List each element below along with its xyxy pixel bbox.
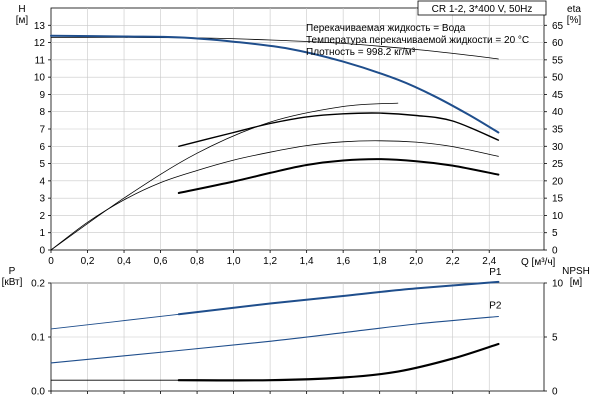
y-right-tick-label: 5 [552, 333, 558, 344]
y-right-tick-label: 65 [552, 21, 564, 32]
y-right-tick-label: 20 [552, 176, 564, 187]
y-right-tick-label: 0 [552, 246, 558, 257]
y-left-tick-label: 4 [39, 176, 45, 187]
x-tick-label: 2,4 [482, 256, 496, 267]
series-line-power-thin [50, 102, 399, 251]
curve-label: P1 [489, 267, 502, 278]
y-left-tick-label: 5 [39, 159, 45, 170]
series-line-eta-hi [178, 112, 500, 147]
y-left-tick-label: 11 [35, 55, 46, 66]
x-tick-label: 0,8 [190, 256, 204, 267]
y-right-tick-label: 10 [552, 211, 564, 222]
x-axis-label: Q [м³/ч] [521, 257, 556, 268]
y-left-tick-label: 1 [39, 228, 45, 239]
x-tick-label: 2,2 [446, 256, 460, 267]
temperature-line: Температура перекачиваемой жидкости = 20… [306, 35, 529, 46]
y-right-axis-label: [м] [570, 277, 583, 288]
density-line: Плотность = 998.2 кг/м³ [306, 47, 416, 58]
y-left-axis-label: [кВт] [2, 277, 23, 288]
y-left-tick-label: 9 [39, 90, 45, 101]
curve-label: P2 [489, 300, 502, 311]
y-right-tick-label: 55 [552, 55, 564, 66]
model-header: CR 1-2, 3*400 V, 50Hz [417, 0, 547, 16]
y-left-tick-label: 13 [34, 21, 46, 32]
x-tick-label: 1,6 [336, 256, 350, 267]
y-right-tick-label: 5 [552, 228, 558, 239]
x-tick-label: 0,6 [154, 256, 168, 267]
y-right-tick-label: 10 [552, 279, 564, 290]
y-right-tick-label: 40 [552, 107, 564, 118]
x-tick-label: 1,4 [300, 256, 314, 267]
y-left-axis-label: H [18, 4, 25, 15]
y-left-tick-label: 0.0 [31, 387, 45, 398]
fluid-line: Перекачиваемая жидкость = Вода [306, 23, 466, 34]
y-left-tick-label: 0.1 [31, 333, 45, 344]
x-tick-label: 0,2 [81, 256, 95, 267]
model-title: CR 1-2, 3*400 V, 50Hz [432, 4, 533, 15]
y-left-tick-label: 3 [39, 194, 45, 205]
series-line-P1 [177, 280, 500, 316]
model-header-box [417, 0, 547, 16]
x-tick-label: 2,0 [409, 256, 423, 267]
series-line-H [50, 34, 500, 134]
fluid-info: Перекачиваемая жидкость = Вода Температу… [306, 23, 529, 58]
series-line-NPSH [177, 342, 500, 382]
y-left-tick-label: 2 [39, 211, 45, 222]
x-tick-label: 0 [48, 256, 54, 267]
y-left-tick-label: 6 [39, 142, 45, 153]
series-line-P2 [50, 315, 499, 364]
y-right-axis-label: NPSH [562, 266, 590, 277]
y-right-tick-label: 0 [552, 387, 558, 398]
y-right-tick-label: 25 [552, 159, 564, 170]
y-right-tick-label: 50 [552, 73, 564, 84]
y-right-tick-label: 30 [552, 142, 564, 153]
series-line-eta [177, 158, 500, 194]
y-right-axis-label: [%] [567, 15, 582, 26]
y-left-tick-label: 7 [39, 125, 45, 136]
y-right-tick-label: 45 [552, 90, 564, 101]
x-tick-label: 0,4 [117, 256, 131, 267]
y-right-tick-label: 15 [552, 194, 564, 205]
series-line-eta-thin [50, 140, 499, 251]
y-right-axis-label: eta [567, 4, 581, 15]
y-left-tick-label: 0.2 [31, 279, 45, 290]
x-tick-label: 1,0 [227, 256, 241, 267]
y-left-tick-label: 10 [34, 73, 46, 84]
power-npsh-panel: 0.0 0.1 0.2 0 5 10 P[кВт] NPSH[м] P1 P2 [2, 266, 590, 398]
x-tick-label: 1,8 [373, 256, 387, 267]
series-line-P1-thin [50, 313, 180, 330]
y-left-axis-label: [м] [16, 15, 29, 26]
y-left-tick-label: 0 [39, 246, 45, 257]
y-left-tick-label: 12 [34, 38, 46, 49]
x-tick-label: 1,2 [263, 256, 277, 267]
head-efficiency-panel: 0 0,2 0,4 0,6 0,8 1,0 1,2 1,4 1,6 1,8 2,0 2,2 2,4012… [16, 4, 582, 268]
y-left-axis-label: P [9, 266, 16, 277]
y-right-tick-label: 60 [552, 38, 564, 49]
y-right-tick-label: 35 [552, 125, 564, 136]
y-left-tick-label: 8 [39, 107, 45, 118]
